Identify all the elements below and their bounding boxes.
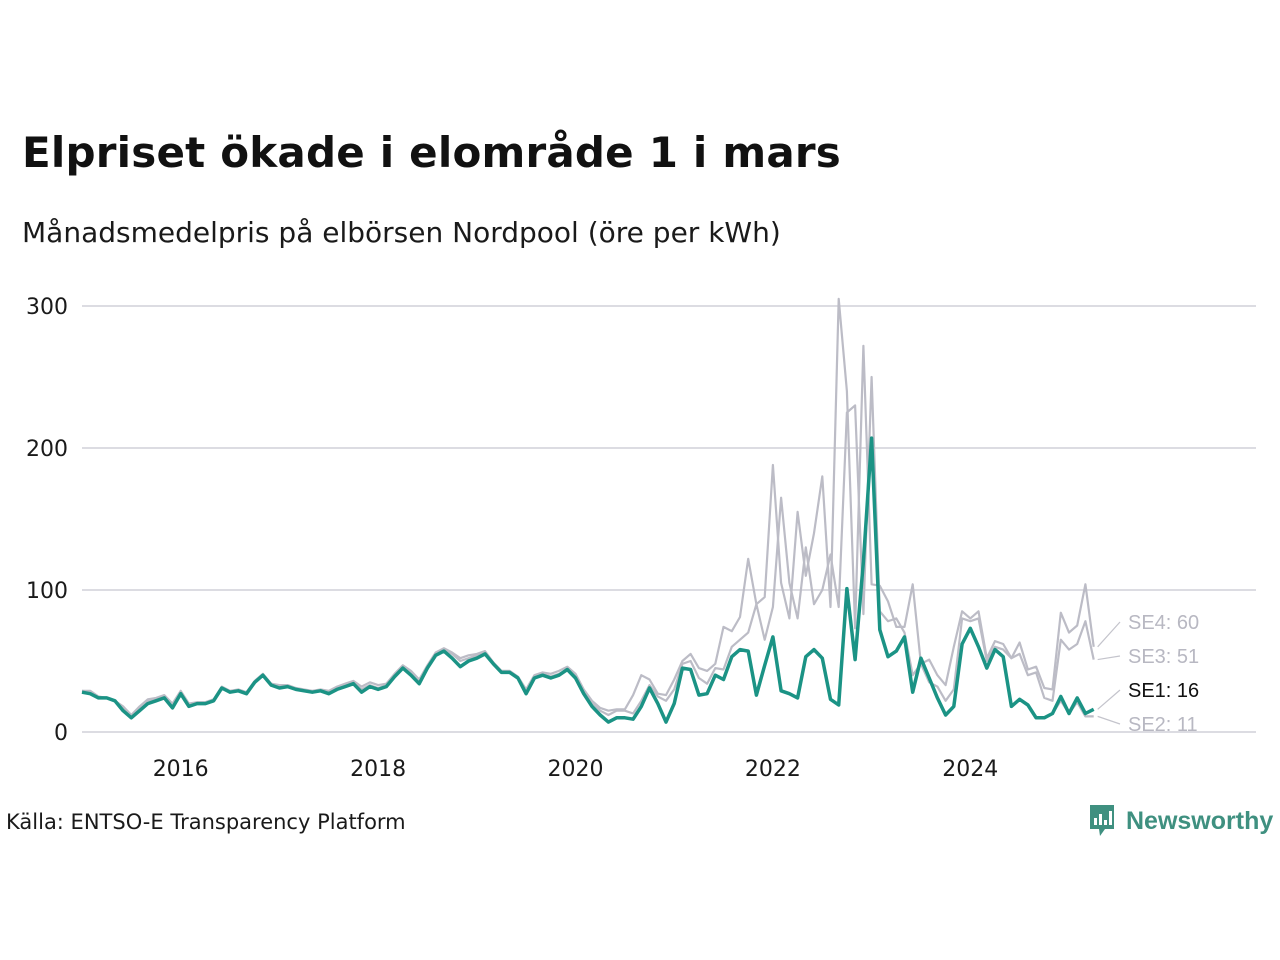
chart-subtitle: Månadsmedelpris på elbörsen Nordpool (ör… <box>22 216 781 249</box>
y-tick-label: 200 <box>26 437 68 462</box>
newsworthy-logo-icon <box>1090 805 1114 836</box>
end-label-leader-se1 <box>1097 689 1121 710</box>
grid-layer <box>82 305 1256 733</box>
tick-label-layer: 0 100 200 300 2016 2018 2020 2022 2024 <box>26 295 998 782</box>
series-line-se1 <box>81 436 1095 724</box>
end-label-se4: SE4: 60 <box>1128 612 1199 634</box>
y-tick-label: 100 <box>26 579 68 604</box>
x-tick-label: 2016 <box>153 757 209 782</box>
end-label-se1: SE1: 16 <box>1128 680 1199 702</box>
end-label-se3: SE3: 51 <box>1128 646 1199 668</box>
series-layer <box>81 297 1095 724</box>
end-label-leader-se4 <box>1097 621 1121 648</box>
chart-title: Elpriset ökade i elområde 1 i mars <box>22 128 841 177</box>
x-tick-label: 2020 <box>548 757 604 782</box>
series-line-se3 <box>81 375 1095 718</box>
brand-logo: Newsworthy <box>1088 803 1273 839</box>
brand-name: Newsworthy <box>1126 806 1274 835</box>
y-tick-label: 300 <box>26 295 68 320</box>
x-tick-label: 2024 <box>942 757 998 782</box>
y-tick-label: 0 <box>54 721 68 746</box>
end-label-layer: SE4: 60 SE3: 51 SE1: 16 SE2: 11 <box>1097 612 1199 736</box>
x-tick-label: 2018 <box>350 757 406 782</box>
end-label-se2: SE2: 11 <box>1128 714 1198 736</box>
series-line-se4 <box>82 297 1095 717</box>
end-label-leader-se2 <box>1097 715 1121 725</box>
source-note: Källa: ENTSO-E Transparency Platform <box>6 810 406 834</box>
x-tick-label: 2022 <box>745 757 801 782</box>
end-label-leader-se3 <box>1097 655 1121 661</box>
